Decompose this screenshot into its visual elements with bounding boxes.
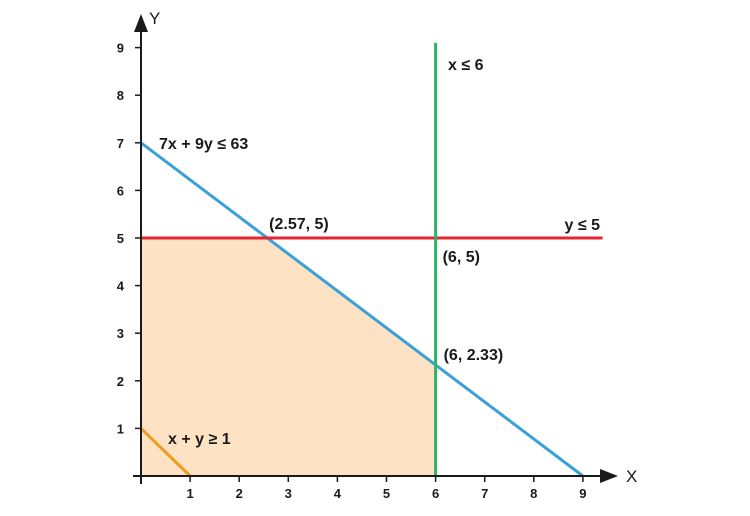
x-tick-label-4: 4 bbox=[334, 486, 342, 501]
y-tick-label-6: 6 bbox=[117, 183, 124, 198]
constraint-label-x-6: x ≤ 6 bbox=[448, 57, 484, 74]
x-tick-label-1: 1 bbox=[186, 486, 193, 501]
x-axis-arrow bbox=[600, 469, 618, 483]
x-tick-label-3: 3 bbox=[285, 486, 292, 501]
y-axis-arrow bbox=[134, 14, 148, 32]
y-tick-label-3: 3 bbox=[117, 326, 124, 341]
x-axis-title: X bbox=[626, 467, 637, 486]
x-tick-label-5: 5 bbox=[383, 486, 390, 501]
y-tick-label-7: 7 bbox=[117, 136, 124, 151]
y-tick-label-1: 1 bbox=[117, 421, 124, 436]
constraint-label-7x-9y-63: 7x + 9y ≤ 63 bbox=[159, 136, 248, 153]
y-tick-label-9: 9 bbox=[117, 41, 124, 56]
feasible-region bbox=[141, 238, 436, 476]
vertex-label-6-2-33: (6, 2.33) bbox=[444, 347, 504, 364]
y-tick-label-2: 2 bbox=[117, 374, 124, 389]
y-tick-label-4: 4 bbox=[117, 279, 125, 294]
y-tick-label-5: 5 bbox=[117, 231, 124, 246]
x-tick-label-2: 2 bbox=[236, 486, 243, 501]
x-tick-label-7: 7 bbox=[481, 486, 488, 501]
constraint-label-y-5: y ≤ 5 bbox=[565, 217, 601, 234]
x-tick-label-6: 6 bbox=[432, 486, 439, 501]
vertex-label-2-57-5: (2.57, 5) bbox=[269, 216, 329, 233]
y-tick-label-8: 8 bbox=[117, 88, 124, 103]
constraint-line-x-y-1 bbox=[139, 427, 192, 478]
x-tick-label-8: 8 bbox=[530, 486, 537, 501]
constraint-label-x-y-1: x + y ≥ 1 bbox=[168, 431, 231, 448]
y-axis-title: Y bbox=[149, 9, 160, 28]
vertex-label-6-5: (6, 5) bbox=[443, 249, 480, 266]
x-tick-label-9: 9 bbox=[579, 486, 586, 501]
constraint-line-7x-9y-63 bbox=[140, 141, 584, 478]
